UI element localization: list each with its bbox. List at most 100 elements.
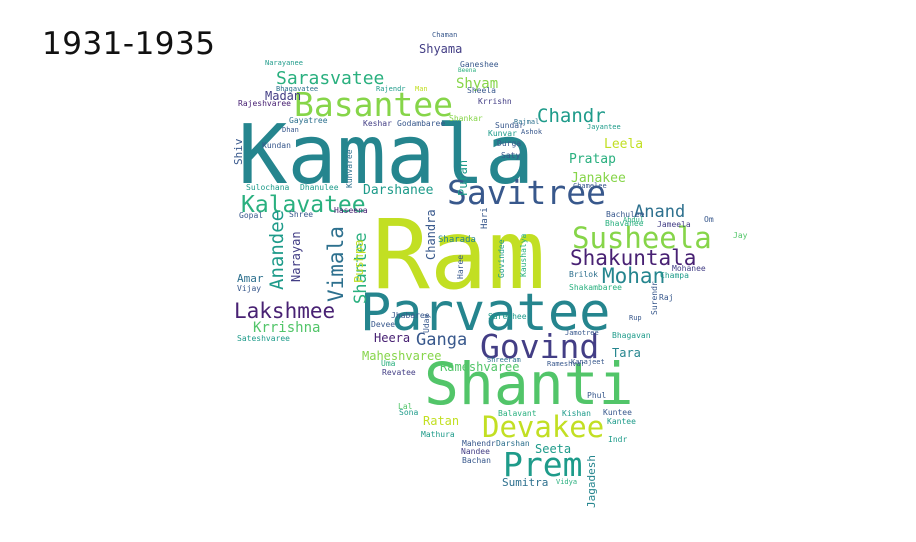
word-govindee: Govindee [497,239,506,278]
word-raj: Raj [659,293,673,302]
word-shree: Shree [289,210,313,219]
word-kantee: Kantee [607,417,636,426]
word-mahendr: Mahendr [462,439,496,448]
word-rup: Rup [629,314,642,322]
word-ratan: Ratan [423,414,459,428]
word-prem: Prem [503,445,582,484]
word-susheela: Susheela [572,221,712,255]
word-vidya: Vidya [556,478,577,486]
word-godambaree: Godambaree [397,119,445,128]
word-kishan: Kishan [562,409,591,418]
word-anand: Anand [634,202,685,222]
word-shyama: Shyama [419,42,462,56]
word-jhabaree: Jhabaree [391,311,430,320]
word-mathura: Mathura [421,430,455,439]
word-kunvaree: Kunvaree [345,149,354,188]
word-kuntee: Kuntee [603,408,632,417]
word-pratap: Pratap [569,152,616,167]
word-bhagavan: Bhagavan [612,331,651,340]
word-kunvar: Kunvar [488,129,517,138]
word-parvatee: Parvatee [360,283,610,343]
word-maheshvaree: Maheshvaree [362,349,441,363]
word-ganeshee: Ganeshee [460,60,499,69]
word-krrishna: Krrishna [253,320,320,336]
word-shakambaree: Shakambaree [569,283,622,292]
word-jamotree: Jamotree [565,329,599,337]
word-shiv: Shiv [232,138,245,165]
word-chamelee: Chamelee [573,182,607,190]
word-sundar: Sundar [495,121,524,130]
word-rajendr: Rajendr [376,85,406,93]
word-dhan: Dhan [282,126,299,134]
word-ganga: Ganga [416,330,467,350]
word-devee: Devee [371,320,395,329]
word-sateshvaree: Sateshvaree [237,334,290,343]
word-sureshee: Sureshee [488,312,527,321]
word-puran: Puran [456,160,470,196]
word-kaushalya: Kaushalya [519,233,528,277]
word-haree: Haree [456,255,465,279]
word-revatee: Revatee [382,368,416,377]
word-sulochana: Sulochana [246,183,290,192]
word-beena: Beena [458,67,476,74]
word-shanti: Shanti [424,350,634,418]
word-leela: Leela [604,137,643,152]
word-om: Om [704,215,714,224]
word-chaman: Chaman [432,31,457,39]
word-chandr: Chandr [537,105,606,127]
word-kamala: Kamala [238,108,534,203]
word-champa: Champa [660,271,689,280]
word-savitree: Savitree [447,173,606,212]
word-sona: Sona [399,408,418,417]
word-narayan: Narayan [289,231,303,282]
word-kalavatee: Kalavatee [241,192,366,218]
word-brilok: Brilok [569,270,598,279]
word-uday: Uday [422,314,431,333]
word-kundan: Kundan [262,141,291,150]
word-gayatree: Gayatree [289,116,328,125]
word-ashok: Ashok [521,128,543,136]
word-jay: Jay [733,231,748,240]
word-tara: Tara [612,346,641,360]
word-shantee: Shantee [351,232,371,304]
word-durga: Durga [497,139,521,148]
chart-title: 1931-1935 [42,26,216,62]
word-saty: Saty [501,151,520,160]
word-jayantee: Jayantee [587,123,621,131]
word-surendr: Surendr [650,281,659,315]
word-gopal: Gopal [239,211,263,220]
word-bhavanee: Bhavanee [605,219,644,228]
word-sheela: Sheela [467,86,496,95]
word-sarasvatee: Sarasvatee [276,68,384,89]
word-rajmal: Rajmal [514,118,539,126]
word-dhanulee: Dhanulee [300,183,339,192]
word-rameshvaree: Rameshvaree [440,360,519,374]
word-kanajeet: Kanajeet [571,358,605,366]
word-balavant: Balavant [498,409,537,418]
word-man: Man [415,85,428,93]
word-darshanee: Darshanee [363,183,434,198]
word-rameshvar: Rameshvar [547,360,585,368]
word-phul: Phul [587,391,606,400]
word-narayanee: Narayanee [265,59,303,67]
word-amar: Amar [237,272,264,285]
word-shyam: Shyam [456,76,498,92]
word-bachulee: Bachulee [606,210,645,219]
word-chandra: Chandra [424,209,438,260]
word-mohan: Mohan [602,264,665,288]
word-abdul: Abdul [623,216,644,224]
word-jameela: Jameela [657,220,691,229]
word-haseena: Haseena [334,206,368,215]
word-krrishn: Krrishn [478,97,512,106]
word-basantee: Basantee [294,85,453,124]
word-shankar: Shankar [449,114,483,123]
word-bachan: Bachan [462,456,491,465]
word-vijay: Vijay [237,284,261,293]
word-nandee: Nandee [461,447,490,456]
word-shakuntala: Shakuntala [570,246,696,270]
word-anandee: Anandee [266,210,288,290]
word-pushpa: Pushpa [352,240,366,283]
word-mohanee: Mohanee [672,264,706,273]
word-ram: Ram [372,199,545,311]
